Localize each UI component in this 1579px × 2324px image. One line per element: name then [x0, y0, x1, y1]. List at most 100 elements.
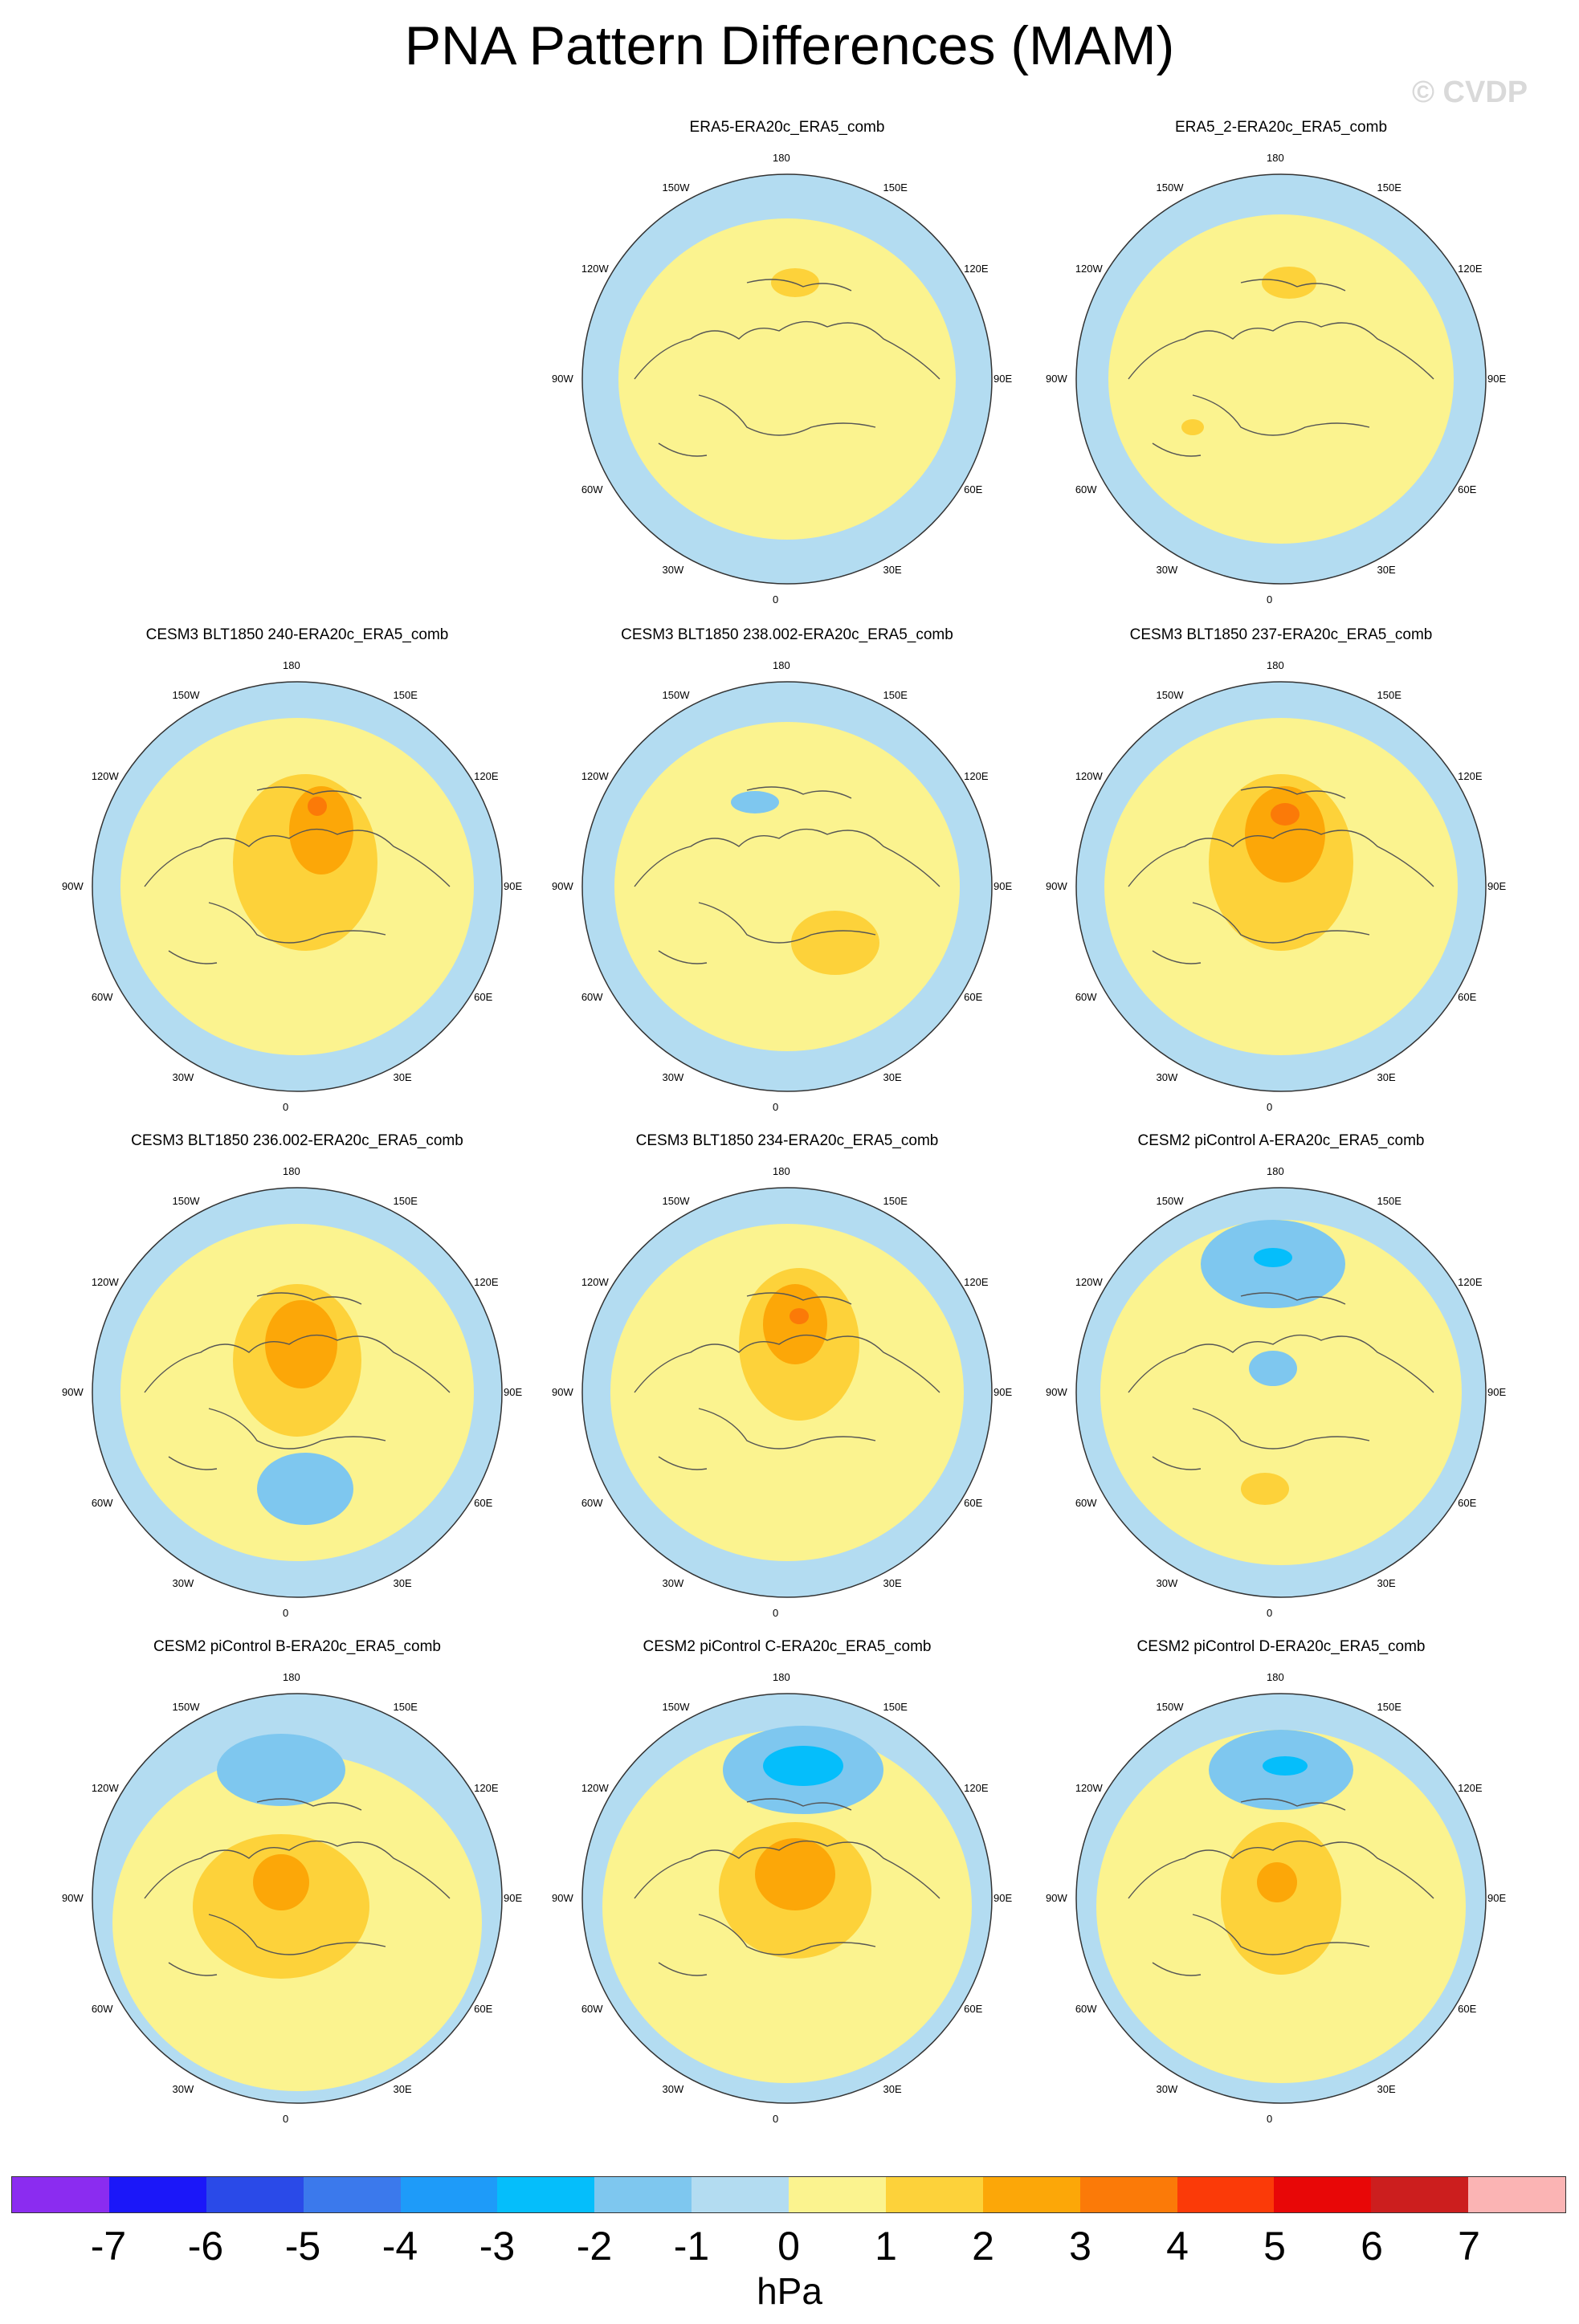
longitude-label: 60E — [474, 2002, 493, 2015]
longitude-label: 120W — [1075, 1275, 1103, 1288]
longitude-label: 90E — [504, 1386, 523, 1398]
polar-stereographic-map — [1075, 1693, 1487, 2104]
panel-title: CESM2 piControl C-ERA20c_ERA5_comb — [643, 1638, 932, 1655]
longitude-label: 150E — [393, 1194, 418, 1207]
longitude-label: 150W — [172, 688, 200, 701]
cvdp-watermark: © CVDP — [1412, 75, 1528, 109]
longitude-label: 120W — [581, 1275, 609, 1288]
anomaly-contour-pos_3 — [763, 1284, 827, 1364]
longitude-label: 180 — [773, 1671, 790, 1683]
longitude-label: 90W — [62, 1892, 84, 1904]
longitude-label: 60E — [1458, 2002, 1477, 2015]
anomaly-contour-pos_1 — [1108, 214, 1454, 544]
colorbar-tick: 4 — [1166, 2224, 1189, 2269]
longitude-label: 90W — [552, 1386, 573, 1398]
polar-stereographic-map — [1075, 681, 1487, 1092]
anomaly-contour-neg_2 — [257, 1453, 353, 1525]
longitude-label: 90E — [1487, 373, 1507, 385]
coastline — [1128, 279, 1434, 457]
longitude-label: 180 — [283, 1671, 300, 1683]
panel-title: CESM3 BLT1850 237-ERA20c_ERA5_comb — [1129, 626, 1433, 643]
longitude-label: 150E — [883, 181, 908, 194]
colorbar-tick: -2 — [576, 2224, 613, 2269]
polar-stereographic-map — [581, 681, 993, 1092]
colorbar-tick: -1 — [673, 2224, 710, 2269]
map-boundary — [92, 1187, 503, 1598]
longitude-label: 0 — [1267, 1607, 1273, 1619]
panel-title: CESM2 piControl A-ERA20c_ERA5_comb — [1137, 1132, 1425, 1149]
colorbar-swatch — [12, 2177, 109, 2212]
longitude-label: 120E — [964, 1275, 989, 1288]
anomaly-contour-neg_2 — [217, 1734, 345, 1806]
longitude-label: 120E — [1458, 262, 1483, 275]
longitude-label: 90E — [994, 1892, 1013, 1904]
longitude-label: 60E — [1458, 990, 1477, 1003]
longitude-label: 120W — [581, 1781, 609, 1794]
anomaly-contour-neg_2 — [731, 791, 779, 813]
map-boundary — [1075, 173, 1487, 585]
longitude-label: 90W — [1046, 1386, 1067, 1398]
longitude-label: 30E — [393, 2083, 412, 2096]
polar-stereographic-map — [1075, 1187, 1487, 1598]
longitude-label: 90W — [1046, 880, 1067, 892]
longitude-label: 180 — [1267, 1165, 1284, 1177]
longitude-label: 60W — [91, 990, 113, 1003]
longitude-label: 120E — [474, 769, 499, 782]
colorbar-tick: -7 — [90, 2224, 127, 2269]
coastline — [144, 1798, 451, 1976]
colorbar-swatch — [982, 2177, 1080, 2212]
anomaly-contour-neg_3 — [1254, 1248, 1292, 1267]
anomaly-contour-pos_3 — [1257, 1862, 1297, 1902]
anomaly-contour-pos_4 — [308, 797, 327, 816]
colorbar-swatch — [1177, 2177, 1275, 2212]
longitude-label: 90E — [994, 880, 1013, 892]
colorbar-tick: 1 — [875, 2224, 897, 2269]
longitude-label: 30W — [662, 564, 684, 577]
longitude-label: 30W — [662, 1577, 684, 1590]
anomaly-contour-pos_4 — [790, 1308, 809, 1324]
polar-stereographic-map — [581, 173, 993, 585]
longitude-label: 0 — [773, 593, 779, 605]
colorbar-tick: -6 — [187, 2224, 224, 2269]
anomaly-contour-pos_3 — [755, 1838, 835, 1910]
longitude-label: 120W — [91, 769, 119, 782]
longitude-label: 0 — [773, 2113, 779, 2125]
colorbar-tick: 0 — [777, 2224, 800, 2269]
longitude-label: 30W — [1156, 1071, 1178, 1084]
colorbar-swatch — [1079, 2177, 1177, 2212]
map-panel: CESM2 piControl A-ERA20c_ERA5_comb 180 150… — [1032, 1132, 1530, 1638]
colorbar-swatch — [1371, 2177, 1469, 2212]
coastline — [634, 1292, 940, 1470]
longitude-label: 150E — [393, 688, 418, 701]
map-panel: CESM3 BLT1850 240-ERA20c_ERA5_comb 180 150… — [48, 626, 546, 1132]
longitude-label: 30W — [662, 1071, 684, 1084]
longitude-label: 0 — [773, 1101, 779, 1113]
longitude-label: 150E — [1377, 688, 1402, 701]
coastline — [1128, 786, 1434, 964]
colorbar-tick: -5 — [284, 2224, 321, 2269]
longitude-label: 150E — [1377, 1700, 1402, 1713]
longitude-label: 120E — [964, 262, 989, 275]
map-boundary — [92, 681, 503, 1092]
anomaly-contour-pos_2 — [1241, 1473, 1289, 1505]
colorbar-tick: 7 — [1458, 2224, 1480, 2269]
longitude-label: 60W — [1075, 483, 1097, 495]
longitude-label: 120W — [1075, 769, 1103, 782]
longitude-label: 150W — [1156, 1700, 1184, 1713]
longitude-label: 0 — [283, 2113, 289, 2125]
anomaly-contour-pos_4 — [1271, 803, 1300, 826]
longitude-label: 180 — [1267, 152, 1284, 164]
coastline — [634, 786, 940, 964]
map-boundary — [581, 681, 993, 1092]
panel-title: ERA5_2-ERA20c_ERA5_comb — [1174, 119, 1388, 136]
anomaly-contour-pos_3 — [1245, 786, 1325, 883]
longitude-label: 90E — [1487, 880, 1507, 892]
longitude-label: 120W — [1075, 262, 1103, 275]
longitude-label: 30E — [1377, 1577, 1396, 1590]
anomaly-contour-pos_3 — [265, 1300, 337, 1388]
longitude-label: 180 — [283, 1165, 300, 1177]
coastline — [1128, 1292, 1434, 1470]
panel-title: CESM2 piControl D-ERA20c_ERA5_comb — [1136, 1638, 1426, 1655]
longitude-label: 120W — [91, 1781, 119, 1794]
longitude-label: 120W — [581, 769, 609, 782]
